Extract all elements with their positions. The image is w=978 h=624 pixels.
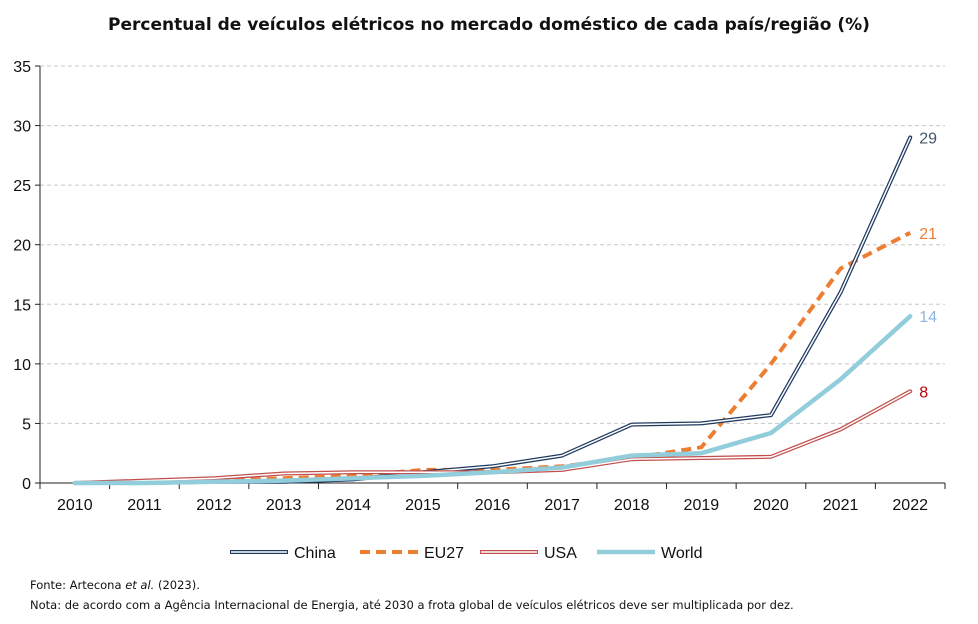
source-note-italic: et al. [125,578,155,592]
end-label-usa: 8 [919,384,928,401]
x-tick-label: 2016 [475,497,511,514]
series-line-inner-china [74,136,911,484]
x-tick-label: 2015 [405,497,441,514]
source-note-suffix: (2023). [154,578,200,592]
source-note: Fonte: Artecona et al. (2023). [30,578,200,592]
legend-label: EU27 [424,545,464,562]
y-tick-label: 10 [13,357,31,374]
series-line-world [72,313,913,486]
x-tick-label: 2011 [127,497,162,514]
x-tick-label: 2010 [57,497,93,514]
end-labels: 29 21 8 14 [919,130,937,401]
x-tick-label: 2021 [823,497,859,514]
y-tick-label: 25 [13,178,31,195]
source-note-prefix: Fonte: Artecona [30,578,126,592]
legend: China EU27 USA World [230,545,703,562]
y-axis-ticks: 0 5 10 15 20 25 30 35 [13,59,40,493]
legend-item-usa: USA [480,545,577,562]
series-line-china [72,135,913,485]
legend-item-eu27: EU27 [360,545,464,562]
end-label-china: 29 [919,130,937,147]
x-tick-label: 2019 [684,497,720,514]
legend-label: China [294,545,336,562]
x-tick-label: 2022 [892,497,928,514]
legend-label: World [661,545,703,562]
x-tick-label: 2018 [614,497,650,514]
x-tick-label: 2012 [196,497,232,514]
legend-label: USA [544,545,577,562]
x-tick-label: 2014 [335,497,371,514]
series-world [72,313,913,486]
y-tick-label: 20 [13,238,31,255]
y-tick-label: 30 [13,119,31,136]
chart-title: Percentual de veículos elétricos no merc… [108,15,870,35]
y-tick-label: 5 [22,416,31,433]
series-line-eu27 [74,231,912,485]
x-tick-label: 2013 [266,497,302,514]
axes [39,66,945,484]
x-axis-ticks: 2010 2011 2012 2013 2014 2015 2016 2017 2018 2019… [39,483,946,514]
series-china [72,135,913,485]
y-tick-label: 15 [13,297,31,314]
footnote: Nota: de acordo com a Agência Internacio… [30,598,794,612]
end-label-world: 14 [919,309,937,326]
y-tick-label: 0 [22,476,31,493]
legend-item-world: World [597,545,703,562]
series-lines [72,135,913,486]
y-tick-label: 35 [13,59,31,76]
gridlines [40,65,945,424]
x-tick-label: 2020 [753,497,789,514]
legend-item-china: China [230,545,336,562]
series-eu27 [74,231,912,485]
x-tick-label: 2017 [544,497,580,514]
end-label-eu27: 21 [919,226,937,243]
